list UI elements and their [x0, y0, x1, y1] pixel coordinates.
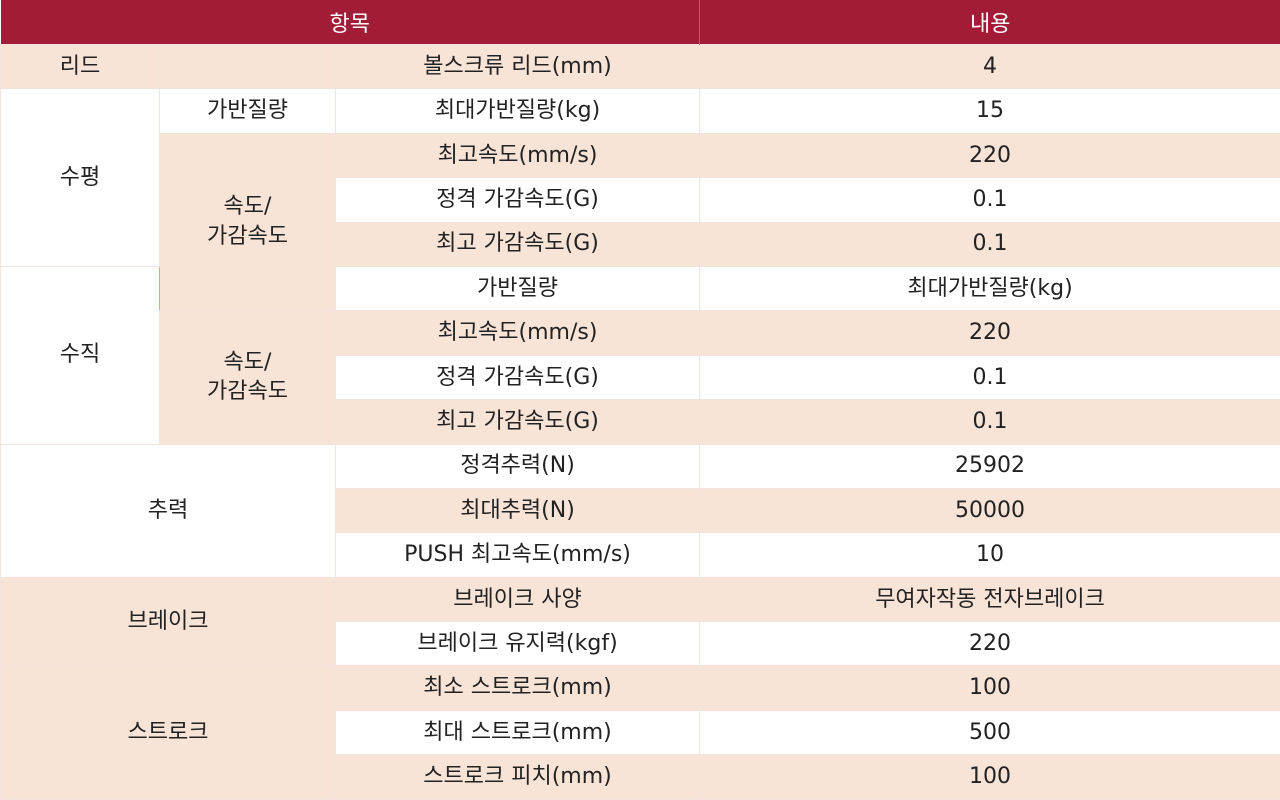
item-label: 브레이크 사양 [336, 577, 700, 621]
item-value: 100 [700, 755, 1280, 799]
header-content: 내용 [700, 0, 1280, 45]
table-row: 리드 볼스크류 리드(mm) 4 [1, 45, 1280, 89]
group-label-brake: 브레이크 [1, 577, 336, 666]
sub-label-speed: 속도/가감속도 [160, 133, 336, 311]
sub-label-line: 가감속도 [207, 379, 288, 404]
item-label: 정격추력(N) [336, 444, 700, 488]
item-value: 100 [700, 666, 1280, 710]
item-value: 15 [700, 89, 1280, 133]
header-item: 항목 [1, 0, 700, 45]
item-label: 스트로크 피치(mm) [336, 755, 700, 799]
item-value: 500 [700, 710, 1280, 754]
item-label: 최고 가감속도(G) [336, 400, 700, 444]
group-label-thrust: 추력 [1, 444, 336, 577]
group-label-lead: 리드 [1, 45, 160, 89]
item-value: 25902 [700, 444, 1280, 488]
item-value: 220 [700, 622, 1280, 666]
item-label: 정격 가감속도(G) [336, 178, 700, 222]
item-label: 최고 가감속도(G) [336, 222, 700, 266]
item-label: 최대가반질량(kg) [336, 89, 700, 133]
item-value: 220 [700, 133, 1280, 177]
group-label-vertical: 수직 [1, 266, 160, 444]
item-label: 최대가반질량(kg) [700, 266, 1280, 310]
item-label: 최고속도(mm/s) [336, 311, 700, 355]
empty-cell [160, 45, 336, 89]
item-label: 최고속도(mm/s) [336, 133, 700, 177]
item-value: 0.1 [700, 400, 1280, 444]
group-label-horizontal: 수평 [1, 89, 160, 267]
sub-label-speed: 속도/가감속도 [160, 311, 336, 444]
item-label: 브레이크 유지력(kgf) [336, 622, 700, 666]
group-label-stroke: 스트로크 [1, 666, 336, 799]
table-header-row: 항목 내용 [1, 0, 1280, 45]
sub-label-line: 가감속도 [207, 224, 288, 249]
sub-label-load: 가반질량 [336, 266, 700, 310]
item-label: 최대 스트로크(mm) [336, 710, 700, 754]
item-label: 최소 스트로크(mm) [336, 666, 700, 710]
table-row: 스트로크 최소 스트로크(mm) 100 [1, 666, 1280, 710]
item-label: 볼스크류 리드(mm) [336, 45, 700, 89]
item-label: 정격 가감속도(G) [336, 355, 700, 399]
item-value: 10 [700, 533, 1280, 577]
item-label: PUSH 최고속도(mm/s) [336, 533, 700, 577]
item-value: 0.1 [700, 355, 1280, 399]
item-label: 최대추력(N) [336, 488, 700, 532]
item-value: 220 [700, 311, 1280, 355]
item-value: 무여자작동 전자브레이크 [700, 577, 1280, 621]
table-row: 속도/가감속도 최고속도(mm/s) 220 [1, 133, 1280, 177]
item-value: 4 [700, 45, 1280, 89]
sub-label-line: 속도/ [224, 194, 272, 219]
table-row: 브레이크 브레이크 사양 무여자작동 전자브레이크 [1, 577, 1280, 621]
item-value: 0.1 [700, 222, 1280, 266]
sub-label-load: 가반질량 [160, 89, 336, 133]
table-row: 추력 정격추력(N) 25902 [1, 444, 1280, 488]
item-value: 50000 [700, 488, 1280, 532]
item-value: 0.1 [700, 178, 1280, 222]
table-row: 속도/가감속도 최고속도(mm/s) 220 [1, 311, 1280, 355]
sub-label-line: 속도/ [224, 350, 272, 375]
table-row: 수평 가반질량 최대가반질량(kg) 15 [1, 89, 1280, 133]
